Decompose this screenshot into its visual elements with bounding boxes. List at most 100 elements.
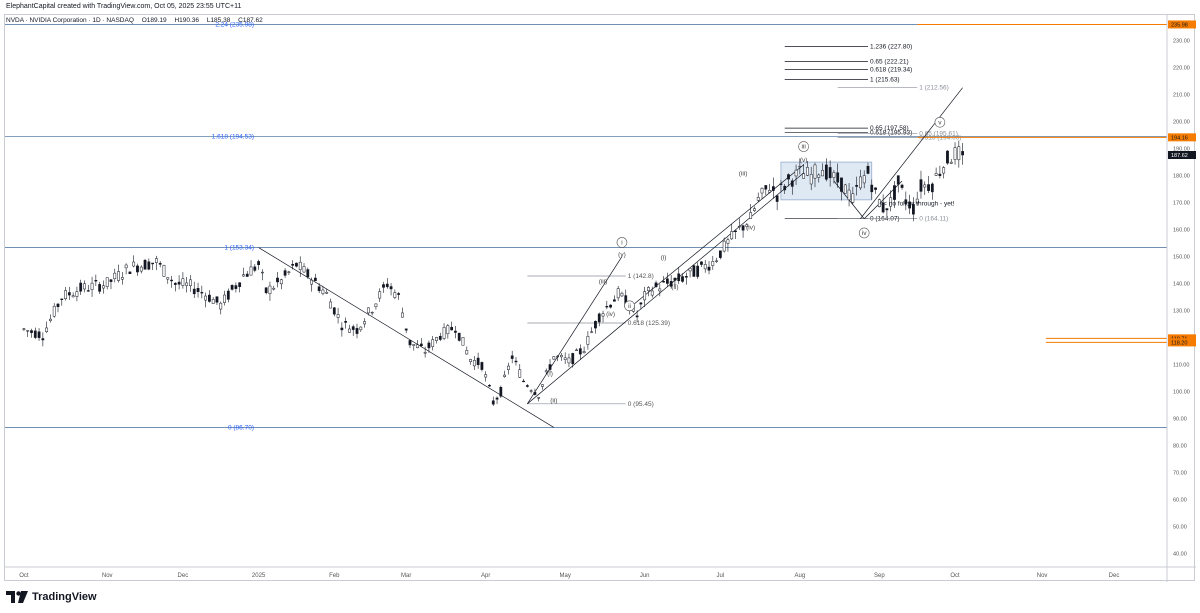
candle-body: [416, 344, 419, 349]
candle-body: [223, 294, 226, 303]
candle-body: [718, 250, 722, 258]
candle-body: [283, 270, 287, 276]
candle-body: [143, 259, 147, 270]
candle-body: [75, 291, 79, 297]
candle-body: [836, 172, 840, 183]
candle-body: [348, 328, 351, 333]
candle-body: [503, 374, 507, 377]
candle-body: [378, 291, 382, 299]
wave-label-circle: [616, 237, 628, 248]
y-tick-label: 90.00: [1173, 417, 1187, 423]
candle-body: [840, 177, 843, 192]
candle-body: [499, 387, 503, 397]
candle-body: [529, 390, 533, 392]
candle-body: [688, 268, 692, 272]
candle-body: [798, 165, 802, 168]
candle-body: [684, 276, 688, 278]
wave-label: (v): [618, 252, 626, 259]
candle-body: [45, 327, 49, 332]
y-tick-label: 200.00: [1173, 120, 1190, 126]
candle-body: [923, 184, 927, 188]
candle-body: [139, 266, 143, 272]
candle-body: [616, 288, 620, 299]
candle-body: [355, 328, 359, 334]
candle-body: [635, 315, 639, 318]
y-tick-label: 230.00: [1173, 39, 1190, 45]
fib2-level-label: 0.618 (195.93): [870, 130, 912, 137]
candle-body: [756, 197, 760, 201]
fib-level-label: 0 (86.70): [228, 424, 254, 431]
candle-body: [476, 357, 480, 366]
candle-body: [302, 266, 306, 273]
candle-body: [730, 231, 734, 240]
candle-body: [927, 184, 930, 191]
candle-body: [136, 265, 139, 273]
candle-body: [170, 279, 173, 282]
y-tick-label: 100.00: [1173, 390, 1190, 396]
candle-body: [469, 359, 472, 362]
wave-label-circle: [798, 141, 809, 152]
candle-body: [60, 298, 64, 300]
candle-body: [715, 260, 718, 262]
candle-body: [533, 392, 537, 395]
candle-body: [132, 261, 136, 267]
y-tick-label: 80.00: [1173, 444, 1187, 450]
candle-body: [94, 280, 98, 282]
candle-body: [310, 279, 313, 285]
tradingview-logo-icon: [6, 591, 28, 603]
wave-label: ii: [628, 303, 631, 310]
candle-body: [234, 285, 238, 289]
x-tick-label: Oct: [19, 573, 29, 579]
candle-body: [741, 225, 745, 231]
symbol-name: NVDA · NVIDIA Corporation · 1D · NASDAQ: [6, 17, 134, 24]
candle-body: [563, 357, 567, 360]
candle-body: [567, 357, 571, 364]
fib-level-label: 2.24 (235.98): [215, 21, 254, 28]
candle-body: [537, 397, 541, 399]
y-tick-label: 220.00: [1173, 66, 1190, 72]
candle-body: [226, 290, 230, 300]
candle-body: [211, 299, 215, 304]
candle-body: [185, 282, 189, 286]
candle-body: [855, 185, 859, 187]
candle-body: [166, 277, 170, 280]
candle-body: [665, 278, 669, 284]
candle-body: [49, 318, 52, 321]
candle-body: [158, 263, 162, 265]
candle-body: [643, 291, 647, 301]
candle-body: [919, 179, 923, 192]
candle-body: [560, 354, 563, 358]
candle-body: [802, 173, 806, 179]
fib2-level-label: 0.65 (197.58): [870, 125, 909, 132]
chart-frame[interactable]: 2.24 (235.98) 1.618 (194.53) 1 (153.34) 0 (…: [4, 14, 1196, 582]
fib3-level-label: 0 (164.11): [919, 215, 948, 222]
candle-body: [949, 161, 953, 164]
candle-body: [722, 240, 726, 252]
candle-body: [465, 350, 469, 355]
candle-body: [83, 283, 86, 290]
price-chart[interactable]: 2.24 (235.98) 1.618 (194.53) 1 (153.34) 0 (…: [5, 15, 1196, 582]
candle-body: [900, 184, 904, 188]
candle-body: [510, 355, 514, 359]
candle-body: [67, 292, 71, 296]
wave-label: (iv): [746, 225, 755, 232]
candle-body: [620, 292, 624, 297]
candle-body: [806, 167, 809, 176]
candle-body: [745, 224, 749, 227]
candle-body: [578, 348, 582, 355]
wave-label: (ii): [550, 397, 557, 404]
candle-body: [851, 193, 855, 203]
candle-body: [514, 360, 518, 363]
candle-body: [484, 374, 488, 378]
candle-body: [249, 266, 253, 276]
candle-body: [495, 397, 499, 400]
candle-body: [102, 285, 105, 289]
candle-body: [295, 262, 298, 267]
candle-body: [461, 337, 465, 346]
candle-body: [737, 225, 741, 228]
price-tag-bg: [1168, 151, 1196, 160]
x-tick-label: Mar: [401, 573, 411, 579]
candle-body: [609, 304, 612, 308]
candle-body: [847, 189, 851, 201]
candle-body: [33, 330, 37, 338]
